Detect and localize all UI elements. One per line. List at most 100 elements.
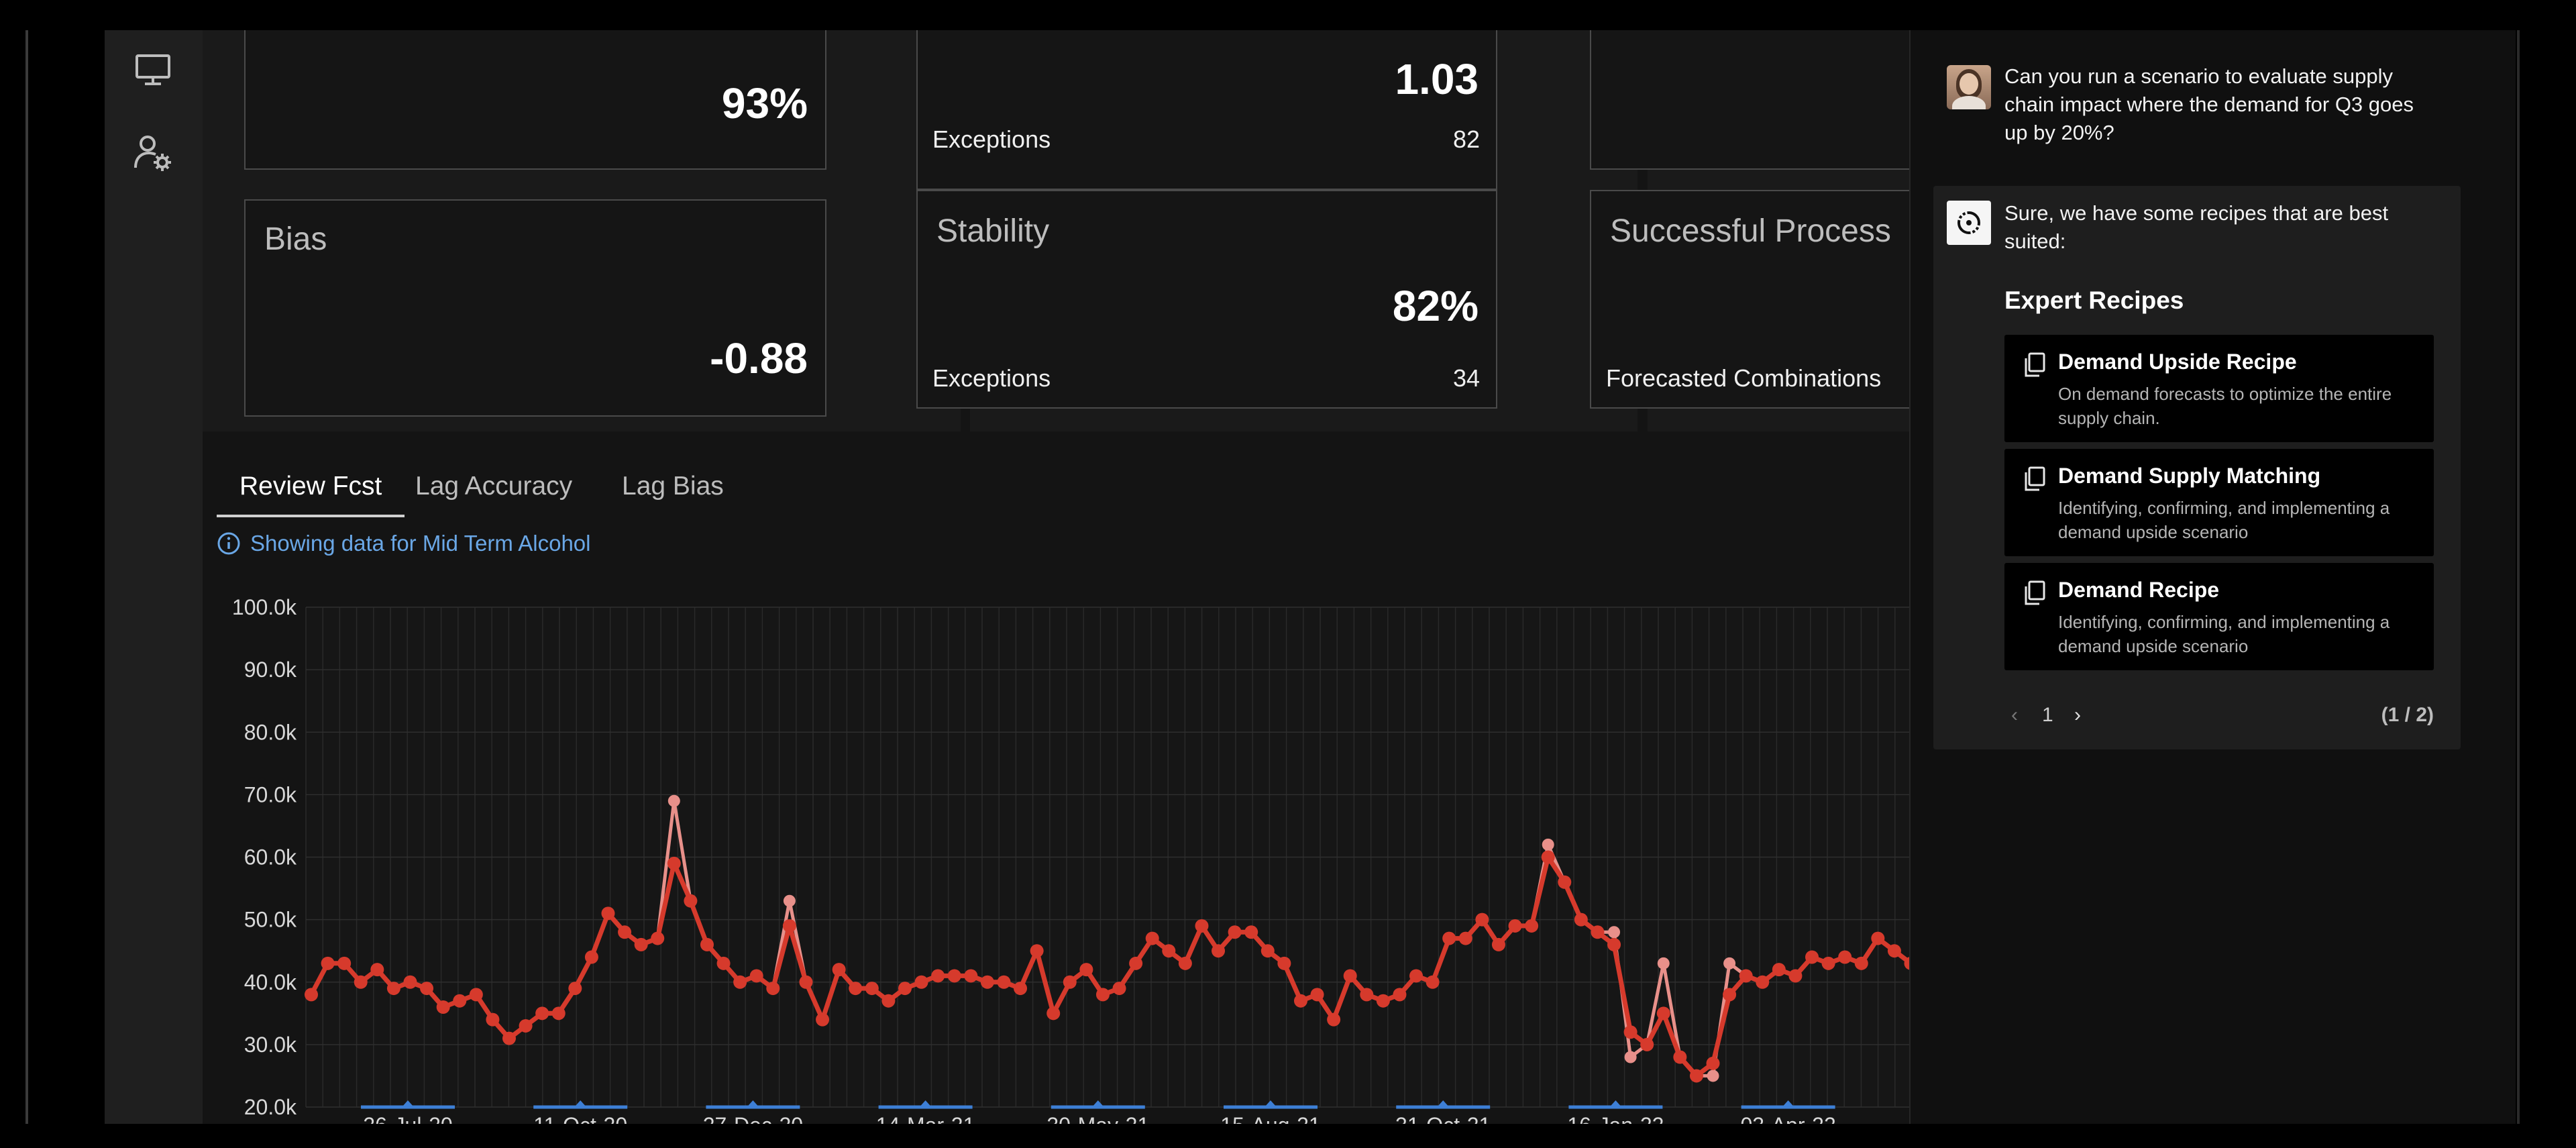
series-light-point [1542, 838, 1554, 851]
series-main-point [1376, 994, 1390, 1008]
recipe-description: Identifying, confirming, and implementin… [2058, 612, 2390, 656]
x-tick-marker [574, 1100, 587, 1107]
x-tick-marker [1091, 1100, 1104, 1107]
y-tick-label: 80.0k [244, 720, 297, 744]
pager-prev-button[interactable]: ‹ [2011, 704, 2018, 726]
assistant-chat-panel: Can you run a scenario to evaluate suppl… [1909, 30, 2516, 1124]
y-tick-label: 60.0k [244, 845, 297, 870]
x-tick-marker [402, 1100, 414, 1107]
series-main-point [1310, 988, 1324, 1002]
series-main-point [997, 975, 1011, 989]
tab-lag-bias[interactable]: Lag Bias [622, 472, 724, 501]
series-main-point [337, 956, 352, 970]
series-main-point [816, 1012, 830, 1027]
top-mid-card[interactable]: 1.03 Exceptions 82 [916, 30, 1497, 190]
x-tick-label: 11-Oct-20 [533, 1113, 627, 1124]
user-message-text: Can you run a scenario to evaluate suppl… [2004, 64, 2414, 144]
series-main-point [634, 937, 648, 951]
stability-title: Stability [936, 213, 1050, 249]
recipe-description: On demand forecasts to optimize the enti… [2058, 384, 2392, 428]
top-right-card[interactable] [1590, 30, 1925, 170]
x-tick-marker [1437, 1100, 1450, 1107]
series-main-point [1112, 982, 1126, 996]
series-main-point [1277, 956, 1291, 970]
x-tick-label: 15-Aug-21 [1220, 1113, 1320, 1124]
series-main-point [1475, 912, 1489, 927]
series-main-point [1673, 1050, 1687, 1064]
successful-process-card[interactable]: Successful Process Forecasted Combinatio… [1590, 190, 1925, 409]
series-main-point [1640, 1037, 1654, 1051]
monitor-icon[interactable] [132, 49, 174, 91]
series-main-point [1293, 994, 1307, 1008]
bias-card[interactable]: Bias -0.88 [244, 199, 826, 417]
series-main-point [947, 969, 961, 983]
series-main-point [1508, 919, 1522, 933]
y-tick-label: 20.0k [244, 1095, 297, 1119]
series-main-point [1079, 963, 1093, 977]
series-main-point [1145, 931, 1159, 945]
series-light-point [1657, 957, 1670, 970]
series-main-point [1178, 956, 1192, 970]
y-tick-label: 90.0k [244, 658, 297, 682]
series-main-point [1360, 988, 1374, 1002]
stability-card[interactable]: Stability 82% Exceptions 34 [916, 190, 1497, 409]
series-main-point [370, 963, 384, 977]
series-main-point [1756, 975, 1770, 989]
series-main-point [1656, 1006, 1670, 1021]
series-main-point [651, 931, 665, 945]
x-tick-label: 03-Apr-22 [1740, 1113, 1835, 1124]
successful-process-title: Successful Process [1610, 213, 1891, 249]
recipe-demand[interactable]: Demand Recipe Identifying, confirming, a… [2004, 563, 2434, 670]
series-main-point [1607, 937, 1621, 951]
document-copy-icon [2023, 466, 2046, 495]
series-main-point [1409, 969, 1424, 983]
series-main-point [469, 988, 483, 1002]
series-main-point [1393, 988, 1407, 1002]
series-main-point [766, 982, 780, 996]
series-main-point [1195, 919, 1209, 933]
x-tick-marker [1609, 1100, 1622, 1107]
series-main-point [519, 1019, 533, 1033]
series-main-point [1788, 969, 1803, 983]
series-main-point [1838, 950, 1852, 964]
x-tick-marker [747, 1100, 759, 1107]
series-main-point [964, 969, 978, 983]
series-main-point [1887, 944, 1901, 958]
stability-exceptions-label: Exceptions [932, 364, 1051, 392]
series-main-point [1228, 925, 1242, 939]
x-tick-label: 27-Dec-20 [703, 1113, 803, 1124]
accuracy-card[interactable]: 93% [244, 30, 826, 170]
recipe-demand-supply-matching[interactable]: Demand Supply Matching Identifying, conf… [2004, 449, 2434, 556]
tab-lag-accuracy[interactable]: Lag Accuracy [415, 472, 573, 501]
series-main-point [1426, 975, 1440, 989]
forecast-chart-svg: 100.0k 90.0k 80.0k 70.0k 60.0k 50.0k 40.0k 30.0… [232, 595, 2017, 1124]
stability-value: 82% [1392, 282, 1479, 330]
x-tick-label: 31-Oct-21 [1395, 1113, 1491, 1124]
recipe-name: Demand Supply Matching [2058, 464, 2321, 488]
user-settings-icon[interactable] [132, 132, 174, 174]
series-main-point [1343, 969, 1357, 983]
series-main-point [1591, 925, 1605, 939]
series-main-point [782, 919, 796, 933]
series-light-point [667, 794, 680, 807]
series-main-point [849, 982, 863, 996]
expert-recipes-title: Expert Recipes [2004, 286, 2184, 314]
series-main-point [931, 969, 945, 983]
pager-next-button[interactable]: › [2074, 704, 2081, 726]
x-tick-marker [1265, 1100, 1277, 1107]
series-main-point [551, 1006, 566, 1021]
series-main-point [1244, 925, 1258, 939]
assistant-message: Sure, we have some recipes that are best… [1933, 186, 2461, 749]
series-main-point [914, 975, 928, 989]
series-main-point [716, 956, 731, 970]
series-main-point [667, 856, 681, 870]
tab-review-fcst[interactable]: Review Fcst [217, 460, 405, 517]
series-main-point [799, 975, 813, 989]
assistant-message-text: Sure, we have some recipes that are best… [2004, 201, 2389, 253]
recipe-name: Demand Upside Recipe [2058, 350, 2297, 374]
series-main-point [618, 925, 632, 939]
series-main-point [1030, 944, 1044, 958]
series-main-point [832, 963, 846, 977]
bias-value: -0.88 [710, 334, 808, 382]
recipe-demand-upside[interactable]: Demand Upside Recipe On demand forecasts… [2004, 335, 2434, 442]
